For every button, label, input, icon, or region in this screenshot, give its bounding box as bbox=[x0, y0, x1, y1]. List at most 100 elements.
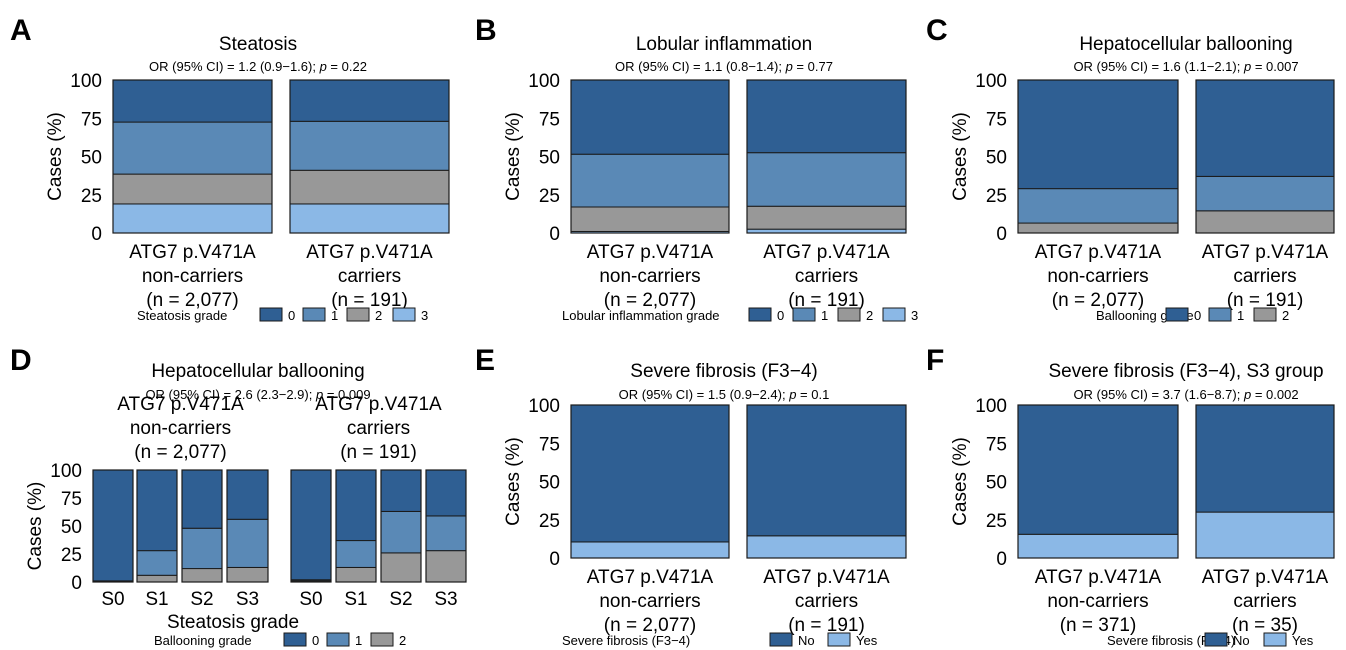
x-axis-label: Steatosis grade bbox=[167, 612, 299, 633]
bar-segment-0 bbox=[226, 469, 269, 520]
stat-prefix: OR (95% CI) = 2.6 (2.3−2.9); bbox=[145, 387, 316, 402]
bar-outline bbox=[570, 404, 730, 559]
legend-swatch bbox=[326, 632, 350, 647]
y-tick-label: 0 bbox=[996, 224, 1007, 245]
legend-title: Steatosis grade bbox=[137, 308, 227, 323]
stat-p-label: p bbox=[788, 387, 796, 402]
stat-prefix: OR (95% CI) = 1.1 (0.8−1.4); bbox=[615, 59, 786, 74]
legend-label: Yes bbox=[1292, 633, 1314, 648]
stat-line: OR (95% CI) = 1.6 (1.1−2.1); p = 0.007 bbox=[1073, 59, 1298, 74]
legend-label: 3 bbox=[911, 308, 918, 323]
y-tick-label: 100 bbox=[528, 396, 560, 417]
legend-swatch bbox=[769, 632, 793, 647]
bar-segment-yes bbox=[570, 541, 730, 559]
bar-segment-0 bbox=[425, 469, 467, 517]
x-tick-label: S0 bbox=[101, 589, 124, 610]
bar-segment-2 bbox=[380, 552, 422, 583]
stat-p-suffix: = 0.22 bbox=[327, 59, 367, 74]
bar-segment-0 bbox=[181, 469, 223, 529]
y-tick-label: 100 bbox=[975, 396, 1007, 417]
category-label: ATG7 p.V471A bbox=[306, 242, 433, 263]
y-tick-label: 50 bbox=[81, 148, 102, 169]
y-tick-label: 25 bbox=[986, 186, 1007, 207]
category-label: (n = 191) bbox=[1227, 290, 1304, 311]
x-tick-label: S3 bbox=[236, 589, 259, 610]
category-label: (n = 371) bbox=[1060, 615, 1137, 636]
legend-swatch bbox=[1253, 307, 1277, 322]
y-axis-label: Cases (%) bbox=[503, 437, 524, 526]
y-axis-label: Cases (%) bbox=[503, 112, 524, 201]
bar-segment-0 bbox=[136, 469, 178, 552]
category-label: carriers bbox=[338, 266, 401, 287]
stat-p-label: p bbox=[785, 59, 793, 74]
bar-segment-0 bbox=[380, 469, 422, 512]
y-tick-label: 25 bbox=[81, 186, 102, 207]
bar-segment-2 bbox=[335, 566, 377, 583]
bar-segment-0 bbox=[746, 79, 907, 154]
category-label: (n = 191) bbox=[788, 290, 865, 311]
group-label: (n = 2,077) bbox=[134, 442, 226, 463]
y-tick-label: 25 bbox=[986, 511, 1007, 532]
panel-letter: F bbox=[926, 344, 944, 377]
bar-outline bbox=[570, 79, 730, 234]
bar-segment-1 bbox=[425, 515, 467, 552]
y-tick-label: 0 bbox=[71, 573, 82, 594]
bar-outline bbox=[746, 79, 907, 234]
y-tick-label: 0 bbox=[91, 224, 102, 245]
y-tick-label: 100 bbox=[975, 71, 1007, 92]
bar-segment-0 bbox=[1017, 79, 1179, 190]
legend-swatch bbox=[882, 307, 906, 322]
y-tick-label: 25 bbox=[539, 186, 560, 207]
bar-segment-1 bbox=[136, 550, 178, 576]
legend-label: No bbox=[1233, 633, 1250, 648]
group-label: ATG7 p.V471A bbox=[117, 394, 244, 415]
legend-swatch bbox=[346, 307, 370, 322]
x-tick-label: S1 bbox=[145, 589, 168, 610]
category-label: ATG7 p.V471A bbox=[587, 242, 714, 263]
stat-p-suffix: = 0.009 bbox=[323, 387, 370, 402]
legend-title: Severe fibrosis (F3−4) bbox=[1107, 633, 1235, 648]
bar-outline bbox=[1017, 79, 1179, 234]
bar-segment-2 bbox=[112, 173, 273, 205]
legend-swatch bbox=[792, 307, 816, 322]
legend-label: No bbox=[798, 633, 815, 648]
bar-segment-2 bbox=[425, 550, 467, 583]
legend-swatch bbox=[1204, 632, 1228, 647]
bar-segment-2 bbox=[1195, 210, 1335, 234]
y-tick-label: 75 bbox=[986, 434, 1007, 455]
legend-label: Yes bbox=[856, 633, 878, 648]
legend-title: Lobular inflammation grade bbox=[562, 308, 720, 323]
y-tick-label: 50 bbox=[539, 148, 560, 169]
category-label: non-carriers bbox=[1047, 591, 1148, 612]
legend-title: Severe fibrosis (F3−4) bbox=[562, 633, 690, 648]
chart-title: Severe fibrosis (F3−4), S3 group bbox=[1048, 361, 1323, 382]
bar-segment-yes bbox=[1017, 533, 1179, 559]
stat-line: OR (95% CI) = 2.6 (2.3−2.9); p = 0.009 bbox=[145, 387, 370, 402]
y-tick-label: 75 bbox=[81, 109, 102, 130]
y-axis-label: Cases (%) bbox=[950, 437, 971, 526]
bar-segment-yes bbox=[746, 535, 907, 559]
panel-letter: D bbox=[10, 344, 32, 377]
x-tick-label: S2 bbox=[190, 589, 213, 610]
bar-outline bbox=[181, 469, 223, 583]
category-label: ATG7 p.V471A bbox=[587, 567, 714, 588]
stat-prefix: OR (95% CI) = 1.6 (1.1−2.1); bbox=[1073, 59, 1244, 74]
bar-segment-0 bbox=[92, 469, 134, 582]
category-label: carriers bbox=[1233, 591, 1296, 612]
legend-swatch bbox=[748, 307, 772, 322]
category-label: (n = 2,077) bbox=[1052, 290, 1144, 311]
category-label: (n = 191) bbox=[331, 290, 408, 311]
legend-label: 1 bbox=[1237, 308, 1244, 323]
bar-segment-0 bbox=[112, 79, 273, 123]
bar-segment-2 bbox=[181, 568, 223, 583]
y-tick-label: 50 bbox=[61, 517, 82, 538]
bar-outline bbox=[92, 469, 134, 583]
legend-label: 0 bbox=[777, 308, 784, 323]
stat-line: OR (95% CI) = 1.1 (0.8−1.4); p = 0.77 bbox=[615, 59, 833, 74]
y-tick-label: 50 bbox=[539, 473, 560, 494]
category-label: (n = 2,077) bbox=[604, 290, 696, 311]
y-tick-label: 25 bbox=[539, 511, 560, 532]
category-label: (n = 35) bbox=[1232, 615, 1298, 636]
y-tick-label: 100 bbox=[50, 461, 82, 482]
